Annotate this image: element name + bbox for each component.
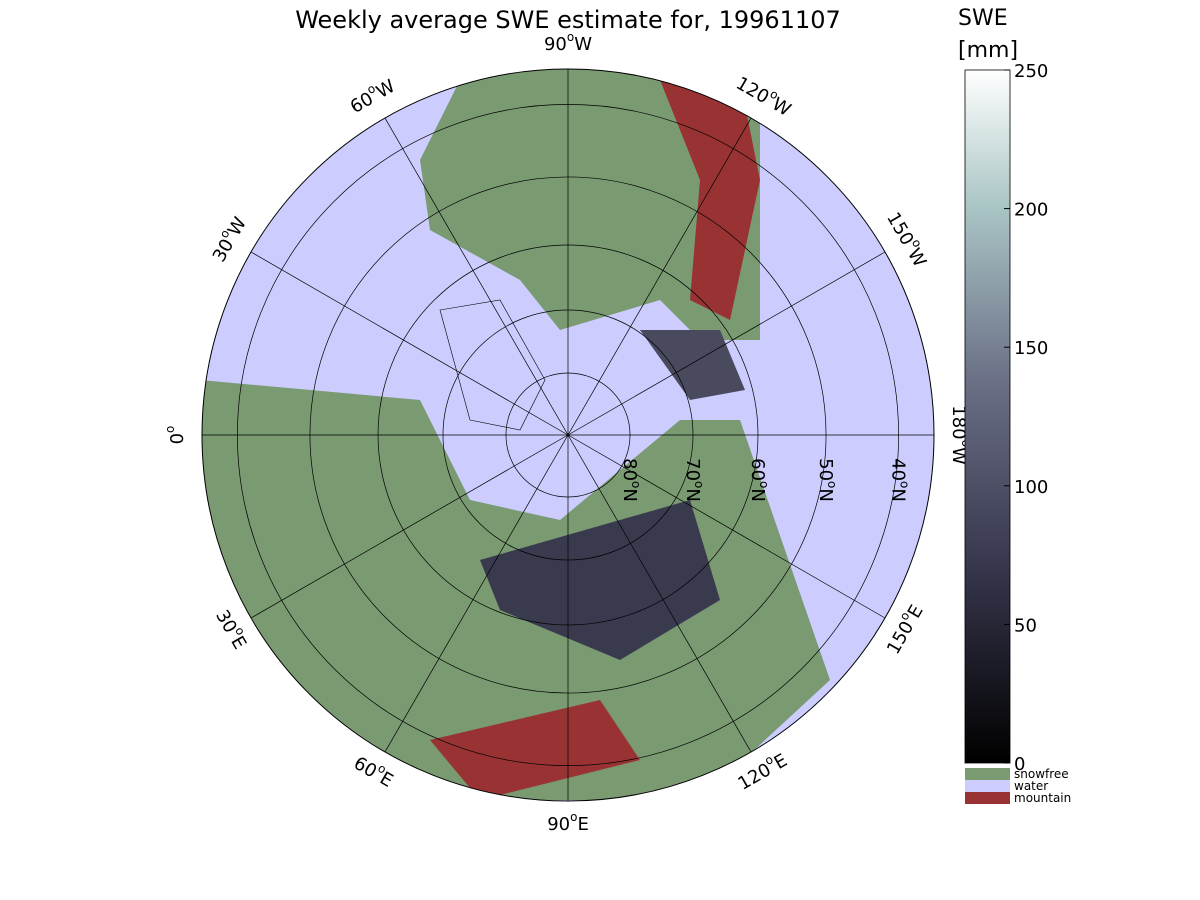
colorbar-tick-label: 50 <box>1014 615 1037 636</box>
legend-swatch <box>965 768 1010 780</box>
colorbar-label: [mm] <box>958 38 1018 63</box>
latitude-label: 50oN <box>815 458 839 502</box>
label-part: 50 <box>815 458 836 481</box>
label-part: 180 <box>948 405 969 439</box>
colorbar-tick-label: 150 <box>1014 338 1048 359</box>
label-part: 0 <box>167 433 188 444</box>
label-part: N <box>682 488 703 501</box>
label-part: 150 <box>883 618 918 658</box>
label-part: E <box>771 750 791 774</box>
latitude-label: 70oN <box>682 458 706 502</box>
label-part: 90 <box>544 34 567 55</box>
title: Weekly average SWE estimate for, 1996110… <box>295 6 841 34</box>
legend-label: mountain <box>1014 791 1071 805</box>
meridian <box>567 434 886 619</box>
degree-mark: o <box>567 30 574 44</box>
latitude-label: 60oN <box>747 458 771 502</box>
colorbar-scale <box>964 69 1011 764</box>
meridian <box>384 117 569 436</box>
label-part: 120 <box>732 73 772 108</box>
legend-swatch <box>965 780 1010 792</box>
label-part: N <box>747 488 768 501</box>
longitude-label: 60oW <box>344 72 399 118</box>
label-part: 80 <box>619 458 640 481</box>
colorbar-tick-label: 200 <box>1014 200 1048 221</box>
label-part: W <box>903 245 930 271</box>
colorbar-tick-label: 250 <box>1014 61 1048 82</box>
label-part: 60 <box>747 458 768 481</box>
label-part: W <box>373 76 399 103</box>
degree-mark: o <box>629 481 643 488</box>
degree-mark: o <box>757 481 771 488</box>
colorbar: SWE [mm] 0 50 100 150 200 250 snowfreewatermount… <box>958 6 1071 805</box>
label-part: 40 <box>888 458 909 481</box>
meridian <box>567 434 752 753</box>
degree-mark: o <box>825 481 839 488</box>
label-part: W <box>574 34 592 55</box>
colorbar-tick-label: 0 <box>1014 754 1025 775</box>
meridian <box>567 251 886 436</box>
latitude-label: 80oN <box>619 458 643 502</box>
colorbar-tick-label: 100 <box>1014 477 1048 498</box>
degree-mark: o <box>163 426 177 433</box>
meridian <box>567 117 752 436</box>
longitude-label: 0o <box>163 426 189 445</box>
label-part: N <box>815 488 836 501</box>
colorbar-label: SWE <box>958 6 1008 31</box>
meridian <box>250 251 569 436</box>
legend-swatch <box>965 792 1010 804</box>
label-part: E <box>577 814 588 835</box>
land <box>202 69 830 800</box>
label-part: 90 <box>547 814 570 835</box>
map-boundary <box>201 68 935 802</box>
legend-label: water <box>1014 779 1048 793</box>
label-part: 60 <box>350 753 380 783</box>
meridian <box>250 434 569 619</box>
label-part: W <box>948 447 969 465</box>
legend-label: snowfree <box>1014 767 1069 781</box>
latitude-label: 40oN <box>888 458 912 502</box>
longitude-label: 90oE <box>547 810 589 836</box>
map: 80oN70oN60oN50oN40oN0o30oW60oW90oW120oW1… <box>163 30 974 836</box>
degree-mark: o <box>898 481 912 488</box>
meridian <box>384 434 569 753</box>
label-part: 70 <box>682 458 703 481</box>
longitude-label: 90oW <box>544 30 592 56</box>
label-part: N <box>888 488 909 501</box>
longitude-label: 30oW <box>205 211 251 266</box>
degree-mark: o <box>570 810 577 824</box>
degree-mark: o <box>692 481 706 488</box>
label-part: 30 <box>209 235 239 265</box>
label-part: N <box>619 488 640 501</box>
label-part: E <box>226 633 250 653</box>
